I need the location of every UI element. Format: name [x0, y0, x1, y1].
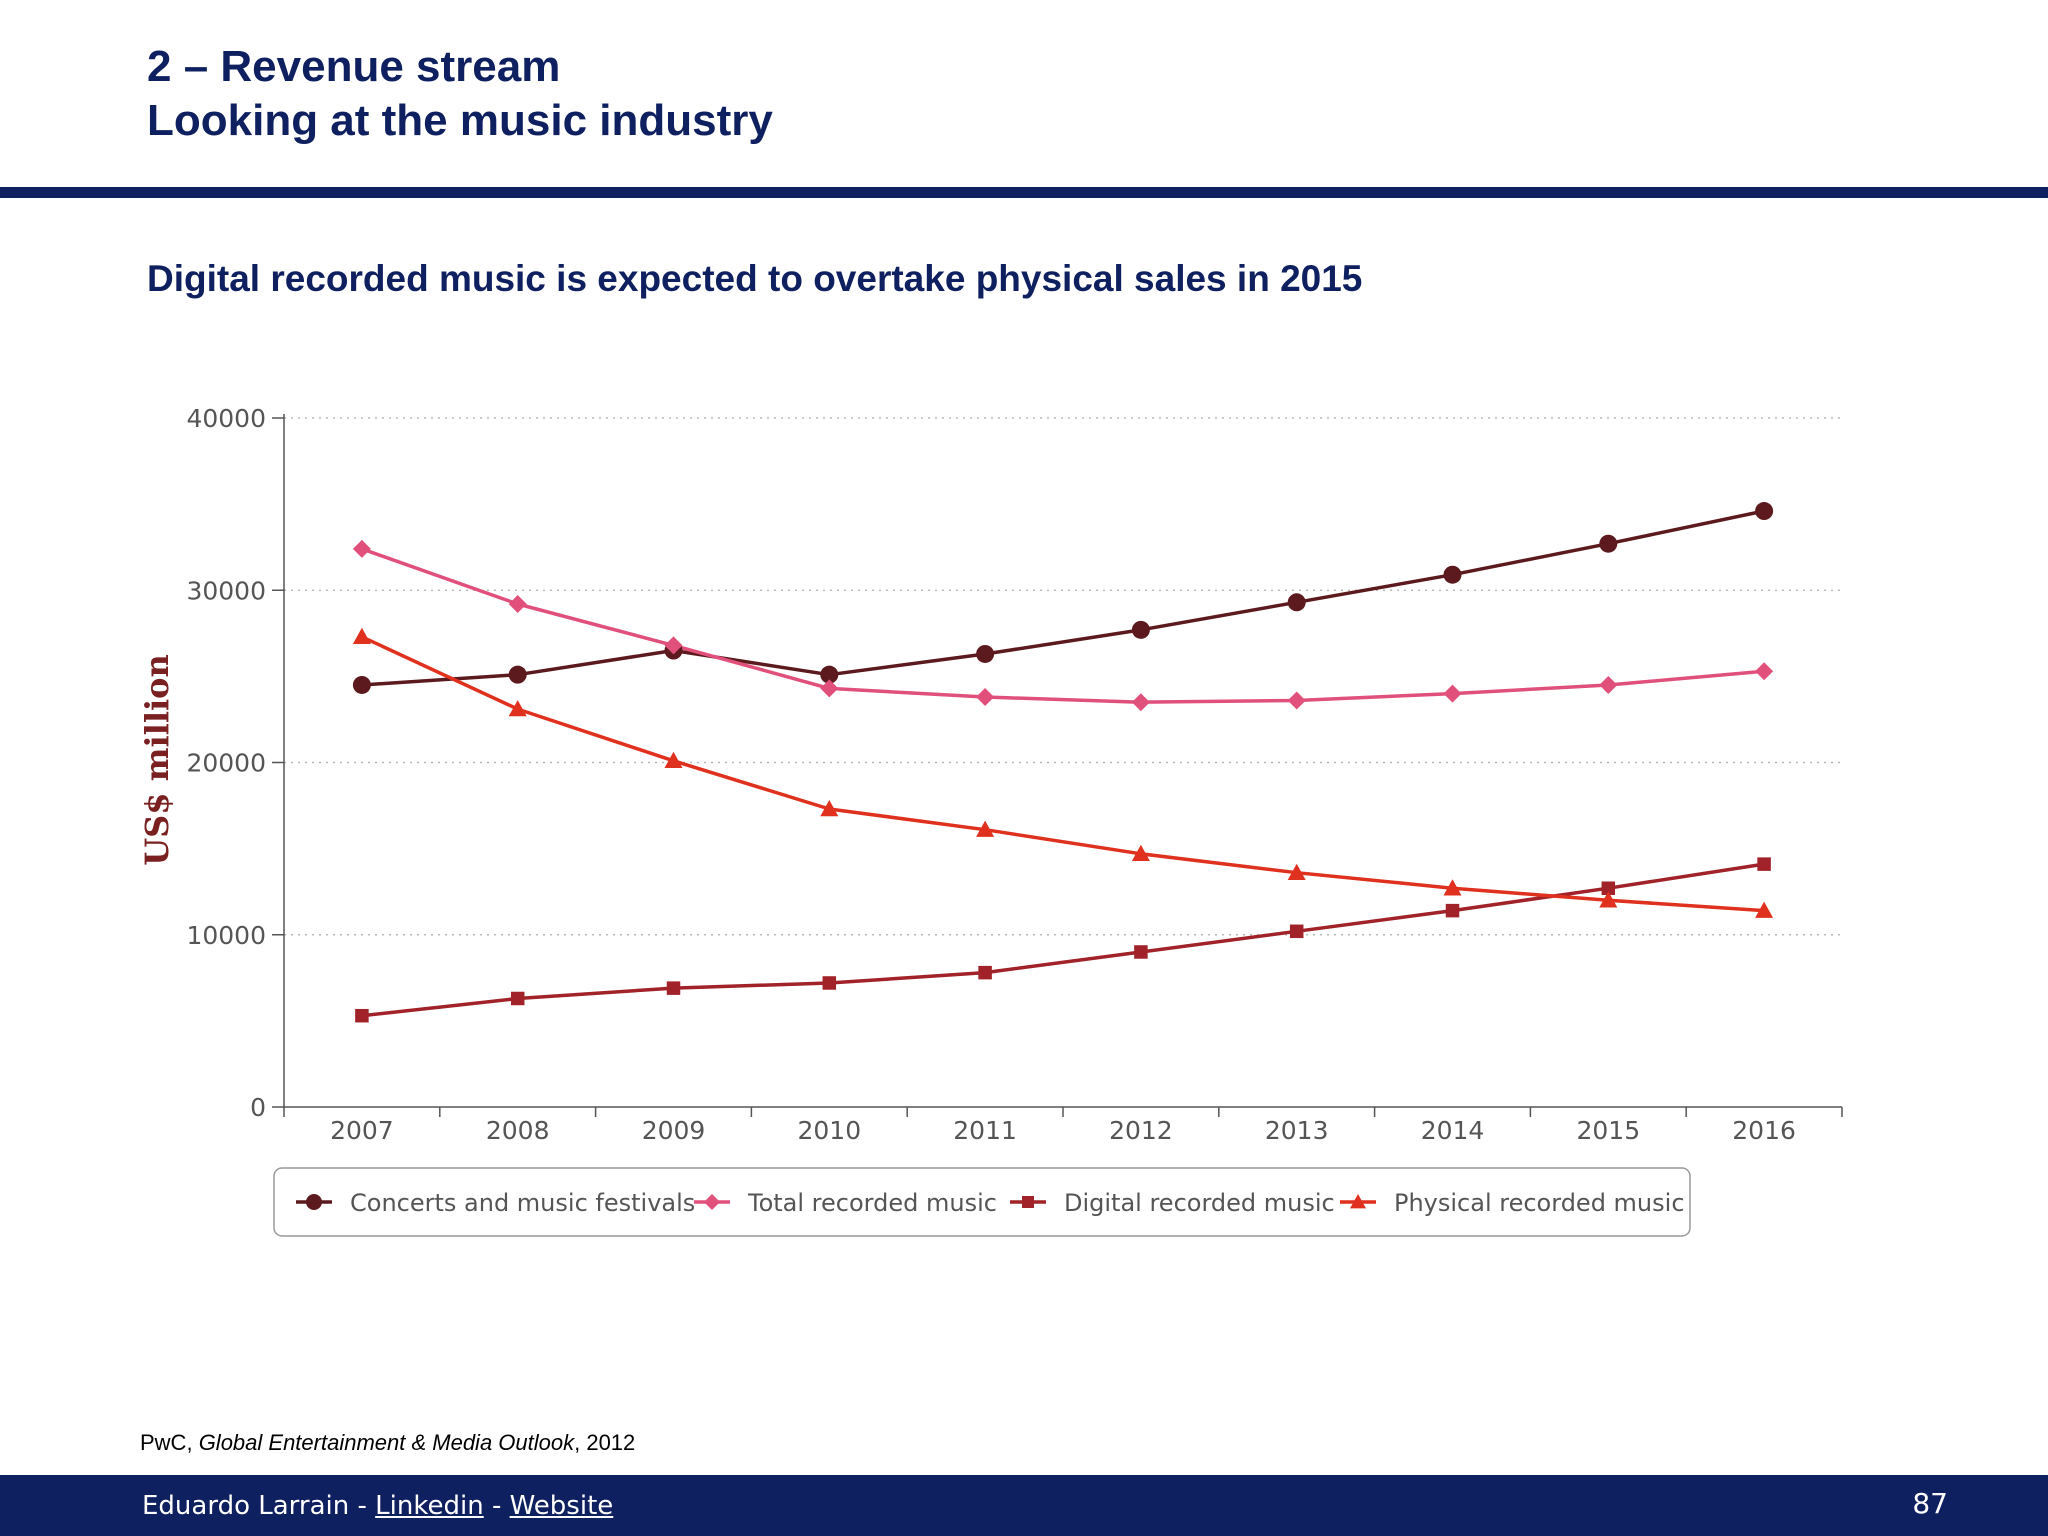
data-point [1131, 844, 1150, 861]
series-line [361, 635, 1765, 913]
footer-bar: Eduardo Larrain - Linkedin - Website 87 [0, 1475, 2048, 1536]
data-point [822, 976, 837, 990]
data-point [1443, 879, 1462, 896]
y-tick-label: 10000 [186, 921, 266, 950]
page-number: 87 [1912, 1487, 1948, 1520]
y-tick-label: 40000 [186, 404, 266, 433]
x-tick-label: 2007 [330, 1116, 394, 1145]
legend-label: Physical recorded music [1394, 1189, 1685, 1217]
footer-separator: - [349, 1491, 376, 1521]
data-point [978, 965, 992, 980]
data-point [1601, 881, 1616, 895]
x-tick-label: 2012 [1109, 1116, 1173, 1145]
data-point [1443, 565, 1462, 584]
data-point [306, 1194, 322, 1210]
series-line [361, 862, 1765, 1018]
title-divider [0, 187, 2048, 198]
footer-author: Eduardo Larrain [142, 1491, 350, 1521]
line-chart: 0 10000 20000 30000 40000 2007 2008 2009 2010 201… [138, 404, 1843, 1237]
data-point [1443, 684, 1462, 703]
source-year: , 2012 [574, 1430, 636, 1455]
data-point [820, 679, 839, 698]
legend-label: Total recorded music [747, 1189, 997, 1217]
data-point [1757, 857, 1771, 871]
data-point [1755, 662, 1774, 681]
data-point [1599, 891, 1618, 908]
slide-title: 2 – Revenue stream Looking at the music … [147, 40, 773, 148]
source-citation: PwC, Global Entertainment & Media Outloo… [140, 1430, 635, 1456]
data-point [976, 820, 995, 837]
y-axis-label: US$ million [138, 654, 176, 866]
series-line [361, 547, 1765, 704]
data-point [510, 991, 525, 1006]
linkedin-link[interactable]: Linkedin [375, 1491, 484, 1521]
x-tick-label: 2016 [1732, 1116, 1796, 1145]
data-point [1599, 675, 1618, 694]
y-tick-label: 30000 [186, 576, 266, 605]
source-title: Global Entertainment & Media Outlook [198, 1430, 575, 1455]
footer-separator: - [483, 1491, 510, 1521]
data-point [1022, 1196, 1034, 1208]
data-point [1289, 924, 1304, 939]
data-point [355, 1008, 369, 1023]
data-point [704, 1194, 720, 1210]
data-point [1599, 534, 1618, 553]
data-point [1131, 620, 1150, 639]
x-tick-label: 2014 [1421, 1116, 1485, 1145]
data-point [820, 800, 839, 817]
data-point [508, 700, 527, 717]
data-point [1350, 1194, 1366, 1209]
data-point [508, 665, 527, 684]
x-tick-label: 2009 [642, 1116, 706, 1145]
data-point [1755, 901, 1774, 918]
x-tick-label: 2008 [486, 1116, 550, 1145]
legend-label: Concerts and music festivals [350, 1189, 695, 1217]
data-point [1134, 945, 1148, 959]
y-tick-label: 20000 [186, 749, 266, 778]
data-point [1287, 593, 1306, 612]
data-point [820, 665, 839, 684]
data-point [666, 981, 681, 995]
data-point [1287, 691, 1306, 710]
legend-label: Digital recorded music [1064, 1189, 1335, 1217]
series-line [361, 509, 1765, 687]
data-point [976, 644, 995, 663]
data-point [1445, 903, 1460, 918]
data-point [352, 627, 371, 644]
data-point [352, 675, 371, 694]
slide-title-line-1: 2 – Revenue stream [147, 42, 561, 91]
data-point [664, 636, 683, 655]
source-publisher: PwC, [140, 1430, 199, 1455]
x-tick-label: 2013 [1265, 1116, 1329, 1145]
x-tick-label: 2011 [953, 1116, 1017, 1145]
slide-title-line-2: Looking at the music industry [147, 96, 773, 145]
data-point [352, 539, 371, 558]
website-link[interactable]: Website [509, 1491, 614, 1521]
x-tick-label: 2015 [1576, 1116, 1640, 1145]
y-tick-label: 0 [250, 1093, 266, 1122]
data-point [976, 688, 995, 707]
slide-subtitle: Digital recorded music is expected to ov… [147, 258, 1363, 299]
data-point [1287, 863, 1306, 880]
data-point [1131, 693, 1150, 712]
legend-box [273, 1167, 1691, 1237]
data-point [1755, 502, 1774, 521]
footer-credits: Eduardo Larrain - Linkedin - Website [142, 1491, 613, 1521]
x-tick-label: 2010 [797, 1116, 861, 1145]
data-point [508, 595, 527, 614]
data-point [664, 751, 683, 768]
